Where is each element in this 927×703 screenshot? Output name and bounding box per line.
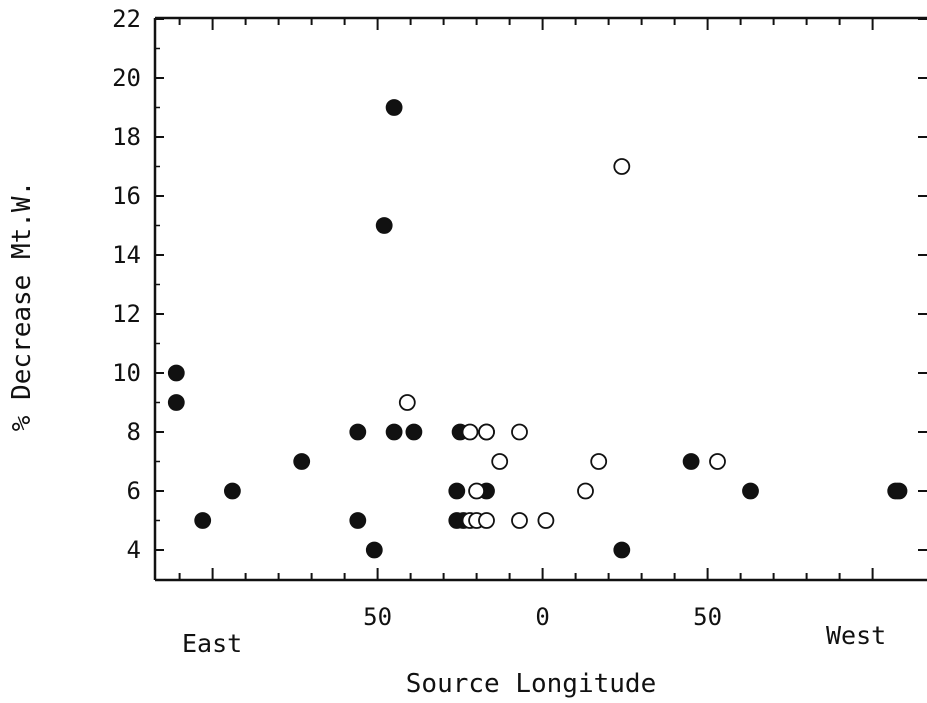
- x-axis-title: Source Longitude: [406, 669, 656, 699]
- x-tick-label: 50: [363, 603, 392, 631]
- x-axis: 50 0 50: [178, 18, 874, 631]
- filled-data-point: [405, 423, 423, 441]
- plot-frame-group: [153, 16, 927, 582]
- y-tick-label: 18: [112, 123, 141, 151]
- y-tick-label: 6: [127, 477, 141, 505]
- y-tick-label: 14: [112, 241, 141, 269]
- y-tick-label: 8: [127, 418, 141, 446]
- filled-data-point: [223, 482, 241, 500]
- filled-data-point: [194, 512, 212, 529]
- y-tick-label: 12: [112, 300, 141, 328]
- open-data-point: [478, 512, 495, 529]
- filled-data-point: [742, 482, 759, 500]
- y-tick-label: 16: [112, 182, 141, 210]
- filled-data-point: [167, 394, 185, 411]
- open-data-point: [461, 423, 479, 441]
- y-tick-label: 4: [127, 536, 141, 564]
- open-data-point: [468, 482, 486, 500]
- x-tick-label: 50: [693, 603, 722, 631]
- y-tick-label: 22: [112, 5, 141, 33]
- filled-data-point: [349, 423, 367, 441]
- open-data-point: [709, 453, 726, 470]
- filled-data-point: [385, 423, 403, 441]
- filled-data-point: [682, 453, 700, 470]
- filled-data-point: [365, 541, 383, 559]
- open-data-point: [491, 453, 509, 470]
- x-tick-label: 0: [535, 603, 549, 631]
- open-data-point: [613, 158, 631, 175]
- filled-data-point: [375, 217, 393, 234]
- y-tick-label: 10: [112, 359, 141, 387]
- y-tick-label: 20: [112, 64, 141, 92]
- open-data-point: [511, 512, 528, 529]
- x-direction-label-west: West: [826, 621, 886, 650]
- y-axis: 4 6 8 10 12 14 16 18 20 22: [112, 5, 927, 564]
- open-data-point: [590, 453, 608, 470]
- x-direction-label-east: East: [182, 629, 242, 658]
- filled-data-point: [167, 364, 185, 382]
- open-data-point: [398, 394, 416, 411]
- filled-data-point: [613, 541, 631, 559]
- y-axis-title: % Decrease Mt.W.: [7, 181, 37, 431]
- filled-data-point: [293, 453, 311, 470]
- open-data-point: [577, 482, 594, 500]
- filled-data-point: [448, 482, 466, 500]
- open-data-point: [537, 512, 555, 529]
- filled-data-point: [385, 99, 403, 116]
- data-points: [167, 99, 908, 559]
- filled-data-point: [349, 512, 367, 529]
- open-data-point: [511, 423, 528, 441]
- open-data-point: [478, 423, 495, 441]
- filled-data-point: [890, 482, 908, 500]
